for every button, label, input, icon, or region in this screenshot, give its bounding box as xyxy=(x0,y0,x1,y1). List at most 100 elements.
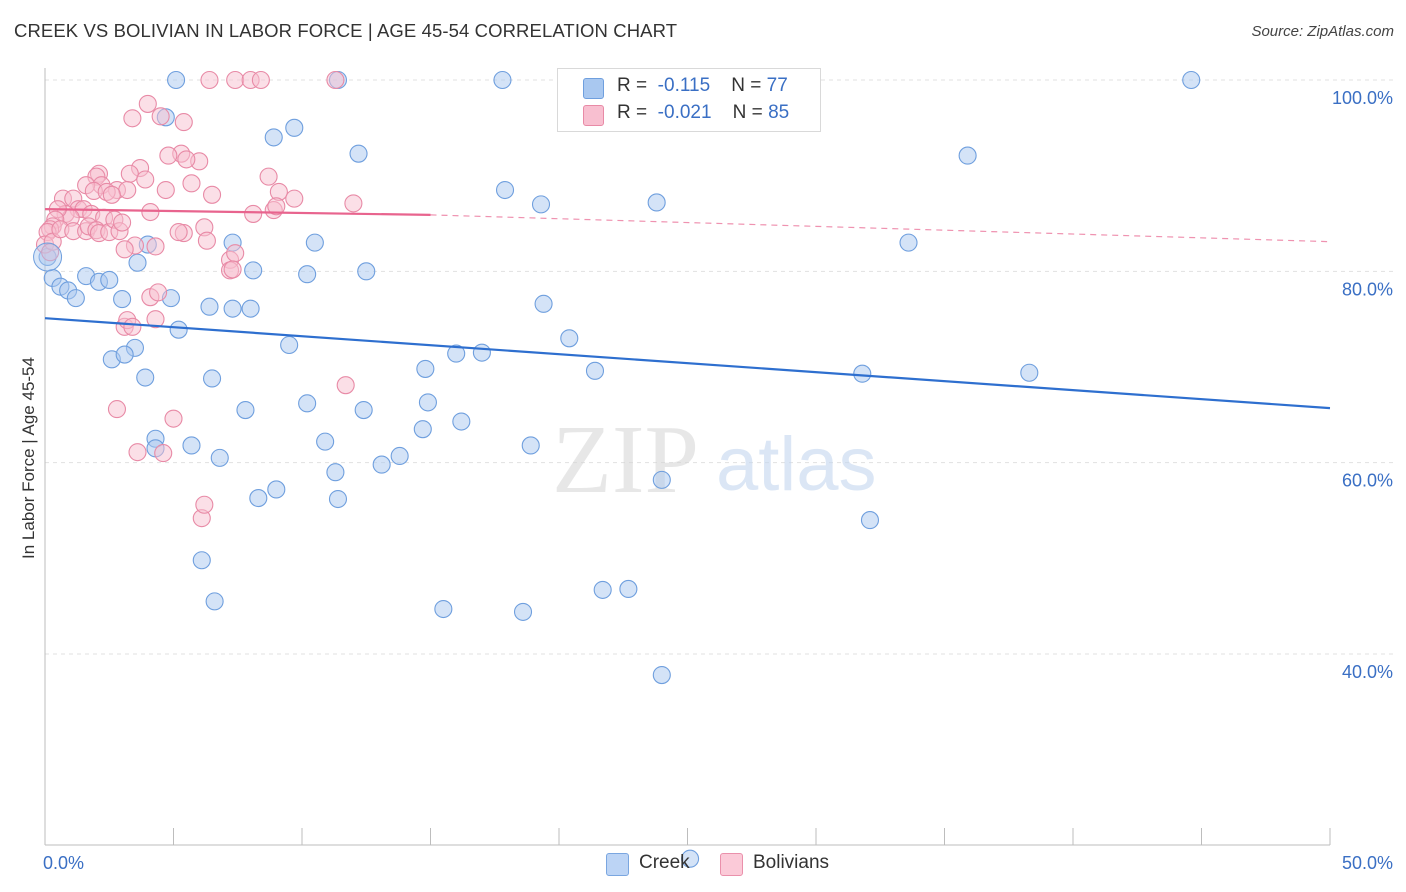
creek-r-label: R = xyxy=(617,75,648,96)
creek-point xyxy=(305,233,324,252)
creek-point xyxy=(128,253,147,272)
bolivians-n-label: N = xyxy=(732,102,763,123)
bolivian-point xyxy=(336,376,355,395)
bolivian-trend-line xyxy=(44,208,431,216)
bolivian-point xyxy=(141,202,160,222)
bolivian-point xyxy=(115,240,134,259)
bolivian-point xyxy=(226,244,245,263)
creek-point xyxy=(958,146,977,165)
watermark-zip: ZIP xyxy=(552,406,699,514)
bolivian-point xyxy=(107,400,127,419)
y-tick-label: 40.0% xyxy=(1342,662,1393,682)
bolivian-point xyxy=(123,317,142,336)
creek-point xyxy=(357,262,376,281)
creek-point xyxy=(354,400,373,420)
bolivian-point xyxy=(156,180,175,200)
bolivian-point xyxy=(123,109,142,128)
creek-point xyxy=(136,368,155,387)
bolivian-point xyxy=(326,70,345,90)
bolivian-point xyxy=(102,185,121,204)
creek-point xyxy=(1182,70,1201,90)
bolivian-point xyxy=(177,150,196,169)
bolivian-point xyxy=(244,204,263,223)
creek-point xyxy=(899,233,918,252)
y-tick-label: 60.0% xyxy=(1342,471,1393,491)
creek-point xyxy=(681,849,700,868)
creek-point xyxy=(210,448,229,467)
bolivian-point xyxy=(200,70,219,90)
y-tick-label: 80.0% xyxy=(1342,279,1393,299)
bolivian-point xyxy=(344,194,363,213)
creek-point xyxy=(100,270,119,289)
creek-point xyxy=(113,290,132,309)
creek-point xyxy=(593,580,612,599)
bolivian-point xyxy=(174,113,193,132)
creek-point xyxy=(860,511,880,530)
creek-point xyxy=(249,489,268,508)
bolivians-swatch xyxy=(583,105,604,126)
creek-point xyxy=(192,551,211,570)
chart-title: CREEK VS BOLIVIAN IN LABOR FORCE | AGE 4… xyxy=(14,20,678,41)
creek-point xyxy=(267,480,286,499)
bolivians-legend-label: Bolivians xyxy=(753,852,830,873)
creek-point xyxy=(585,361,605,380)
bolivian-point xyxy=(146,237,165,256)
creek-point xyxy=(66,289,85,308)
creek-point xyxy=(326,463,345,482)
correlation-legend: R = -0.115 N = 77 R = -0.021 N = 85 xyxy=(557,68,821,132)
bolivian-trend-line-dashed xyxy=(430,214,1331,243)
creek-point xyxy=(244,261,263,280)
bolivian-point xyxy=(154,444,173,463)
creek-point xyxy=(853,364,872,383)
bolivian-point xyxy=(151,107,170,126)
creek-point xyxy=(241,299,260,318)
bolivian-point xyxy=(226,70,245,90)
creek-r-value: -0.115 xyxy=(657,75,711,96)
creek-point xyxy=(560,329,579,348)
creek-point xyxy=(531,195,551,214)
creek-point xyxy=(434,599,453,619)
x-tick-label-min: 0.0% xyxy=(43,853,84,873)
bolivians-r-label: R = xyxy=(617,102,648,123)
bolivian-point xyxy=(120,164,139,183)
creek-point xyxy=(472,343,491,362)
creek-point xyxy=(316,432,335,451)
creek-point xyxy=(280,335,299,355)
bolivian-point xyxy=(285,189,304,208)
creek-point xyxy=(169,320,188,339)
creek-legend-label: Creek xyxy=(639,852,690,873)
creek-point xyxy=(652,665,671,685)
creek-n-label: N = xyxy=(731,75,762,96)
creek-point xyxy=(413,420,432,439)
bolivian-point xyxy=(159,146,178,165)
creek-point xyxy=(652,470,671,489)
bolivian-point xyxy=(203,185,222,204)
bolivians-legend-swatch xyxy=(720,853,743,876)
creek-point xyxy=(647,193,666,212)
y-axis-title: In Labor Force | Age 45-54 xyxy=(19,357,38,559)
bolivians-n-value: 85 xyxy=(768,102,790,123)
bolivian-point xyxy=(136,170,155,189)
creek-point xyxy=(372,455,391,474)
creek-point xyxy=(328,489,348,509)
bolivian-point xyxy=(128,443,147,462)
source-label: Source: ZipAtlas.com xyxy=(1251,23,1394,40)
creek-point xyxy=(513,602,533,621)
creek-point xyxy=(223,299,242,318)
creek-n-value: 77 xyxy=(766,75,788,96)
creek-point xyxy=(418,393,437,412)
creek-point xyxy=(349,144,368,163)
bolivian-point xyxy=(195,495,214,514)
creek-legend-swatch xyxy=(606,853,629,876)
bolivian-point xyxy=(197,231,216,250)
bolivians-r-value: -0.021 xyxy=(657,102,712,123)
creek-point xyxy=(298,394,317,413)
creek-point-cluster xyxy=(33,242,63,272)
creek-point xyxy=(521,436,540,455)
bolivian-point xyxy=(182,174,201,193)
bolivian-point xyxy=(164,409,183,428)
creek-point xyxy=(416,359,435,378)
creek-point xyxy=(493,70,512,90)
bolivian-point xyxy=(223,260,242,279)
